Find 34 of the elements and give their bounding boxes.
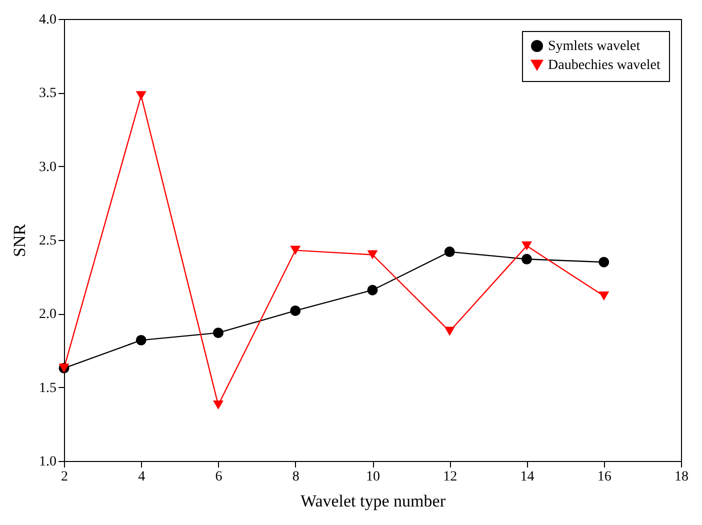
point [290,305,301,316]
x-tick-label: 16 [597,470,612,484]
point [367,250,378,260]
y-axis-title: SNR [10,223,29,258]
y-tick-label: 3.0 [39,160,56,175]
x-tick-label: 12 [443,470,458,484]
y-tick-label: 1.5 [39,380,56,396]
point [444,246,455,258]
point [136,91,146,100]
x-tick-label: 6 [215,470,222,484]
x-tick-label: 4 [138,470,146,484]
point [522,254,532,264]
y-tick-label: 3.5 [39,86,56,102]
y-tick-label: 4.0 [39,12,56,28]
point [522,241,532,250]
x-tick-label: 14 [520,470,534,484]
point [598,291,610,301]
x-tick-label: 18 [674,470,688,484]
x-tick-label: 8 [292,470,300,484]
x-axis-title: Wavelet type number [300,492,446,510]
point [213,400,224,410]
x-tick-label: 2 [61,470,68,484]
point [136,334,146,346]
point [367,284,378,296]
y-tick-label: 1.0 [39,454,56,470]
x-tick-label: 10 [366,470,380,484]
y-tick-label: 2.0 [39,307,56,322]
y-tick-label: 2.5 [39,234,56,248]
point [598,256,610,268]
point [444,326,455,336]
point [213,328,224,338]
legend-label: Daubechies wavelet [548,58,660,73]
legend-label: Symlets wavelet [548,39,640,54]
point [290,246,301,255]
